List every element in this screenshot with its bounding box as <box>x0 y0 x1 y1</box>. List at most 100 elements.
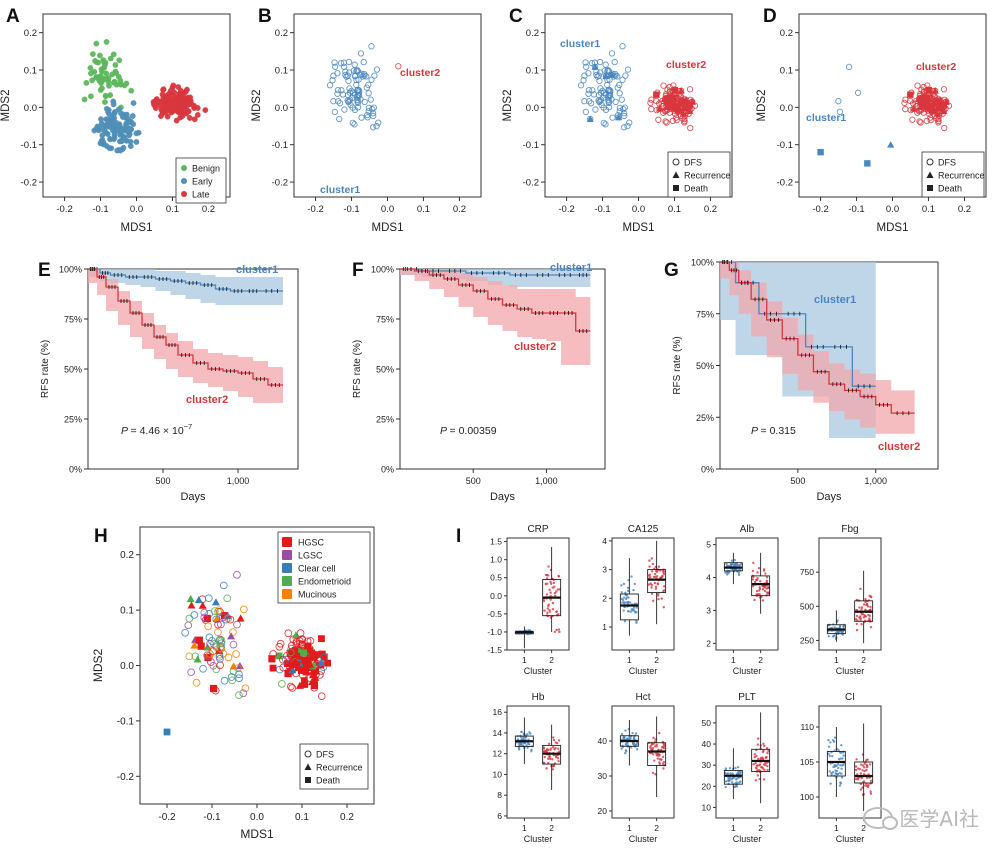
cluster1-survival-line <box>88 268 283 292</box>
late-point <box>160 87 167 93</box>
cluster1-point <box>604 81 611 89</box>
recurrence-marker <box>916 103 925 110</box>
cluster2-value-point <box>545 582 549 585</box>
cluster1-point <box>337 60 345 67</box>
cluster1-point <box>342 71 349 79</box>
death-marker <box>817 148 824 156</box>
cluster2-value-point <box>859 772 862 775</box>
cluster2-value-point <box>546 748 550 752</box>
death-marker <box>864 160 871 167</box>
cluster1-value-point <box>524 735 528 739</box>
sample-point <box>315 671 324 679</box>
cluster1-point <box>370 112 377 120</box>
y-tick-label: 30 <box>598 771 608 781</box>
sample-point <box>239 605 248 614</box>
death-marker <box>163 728 171 736</box>
cluster2-value-point <box>859 788 863 791</box>
recurrence-marker <box>655 105 664 112</box>
cluster2-value-point <box>662 589 666 592</box>
cluster1-value-point <box>827 738 830 742</box>
panel-label-i: I <box>456 526 461 547</box>
cluster2-value-point <box>869 790 872 793</box>
x-axis-title: MDS1 <box>623 222 655 234</box>
y-tick-label: 4 <box>706 573 711 583</box>
y-tick-label: 0.1 <box>780 66 793 77</box>
sample-point <box>187 668 195 677</box>
cluster1-point <box>369 106 376 113</box>
recurrence-marker <box>306 660 315 668</box>
early-point <box>93 126 100 132</box>
cluster1-point <box>331 108 339 116</box>
y-tick-label: 0.1 <box>275 66 288 77</box>
cluster2-value-point <box>869 792 873 795</box>
recurrence-marker <box>935 104 943 112</box>
x-axis-title: Cluster <box>836 666 865 676</box>
y-tick-label: 250 <box>800 635 814 645</box>
early-point <box>125 116 132 122</box>
x-tick-label: 2 <box>861 655 866 665</box>
cluster2-value-point <box>765 756 768 759</box>
cluster2-value-point <box>551 601 555 605</box>
cluster2-value-point <box>654 738 657 741</box>
cluster1-point <box>602 61 609 68</box>
cluster2-value-point <box>546 577 549 580</box>
cluster1-point <box>624 66 632 73</box>
cluster1-value-point <box>830 773 833 776</box>
p-value-text: = 0.00359 <box>450 425 497 437</box>
cluster1-point <box>614 73 621 80</box>
sample-point <box>223 594 232 603</box>
sample-point <box>286 648 295 657</box>
legend-entry: DFS <box>684 158 702 168</box>
cluster2-value-point <box>865 776 869 780</box>
x-axis-title: Cluster <box>733 666 762 676</box>
sample-point <box>286 682 295 691</box>
cluster2-value-point <box>854 768 858 772</box>
legend-marker <box>181 178 187 184</box>
y-tick-label: 0.1 <box>24 66 37 77</box>
early-point <box>127 126 134 133</box>
cluster1-value-point <box>839 757 842 760</box>
cluster2-value-point <box>650 570 654 573</box>
cluster1-value-point <box>734 766 737 770</box>
cluster1-point <box>346 96 354 103</box>
death-marker <box>286 649 294 657</box>
x-tick-label: 0.1 <box>295 812 309 823</box>
cluster2-value-point <box>759 756 763 760</box>
cluster2-value-point <box>654 745 657 748</box>
cluster2-value-point <box>756 737 760 740</box>
p-value: P = 0.315 <box>751 425 796 437</box>
cluster1-value-point <box>620 732 624 736</box>
boxplot-title: PLT <box>738 692 756 703</box>
sample-point <box>217 642 225 651</box>
cluster2-value-point <box>756 743 759 746</box>
cluster1-value-point <box>840 772 843 775</box>
cluster2-value-point <box>761 757 765 760</box>
cluster2-value-point <box>649 745 652 748</box>
y-tick-label: 20 <box>702 781 712 791</box>
recurrence-marker <box>915 94 924 102</box>
y-tick-label: 0.2 <box>24 28 37 39</box>
cluster2-value-point <box>868 763 872 766</box>
cluster2-value-point <box>650 586 653 589</box>
y-tick-label: 0% <box>381 465 394 475</box>
cluster2-value-point <box>653 572 657 576</box>
y-tick-label: -0.2 <box>117 772 135 783</box>
cluster1-value-point <box>729 563 733 567</box>
cluster1-value-point <box>739 780 742 783</box>
cluster1-value-point <box>834 764 838 768</box>
cluster1-point <box>353 81 360 89</box>
late-point <box>167 99 173 106</box>
legend-entry: Recurrence <box>684 171 731 181</box>
cluster2-value-point <box>765 587 769 590</box>
cluster2-value-point <box>765 579 769 583</box>
death-marker <box>925 86 932 94</box>
cluster2-value-point <box>547 565 550 568</box>
y-tick-label: -0.1 <box>523 140 539 151</box>
cluster1-value-point <box>633 609 636 613</box>
benign-point <box>110 51 117 58</box>
p-symbol: P <box>121 425 131 437</box>
recurrence-marker <box>668 99 676 106</box>
death-marker <box>268 655 276 663</box>
p-symbol: P <box>751 425 761 437</box>
cluster2-value-point <box>551 746 555 749</box>
